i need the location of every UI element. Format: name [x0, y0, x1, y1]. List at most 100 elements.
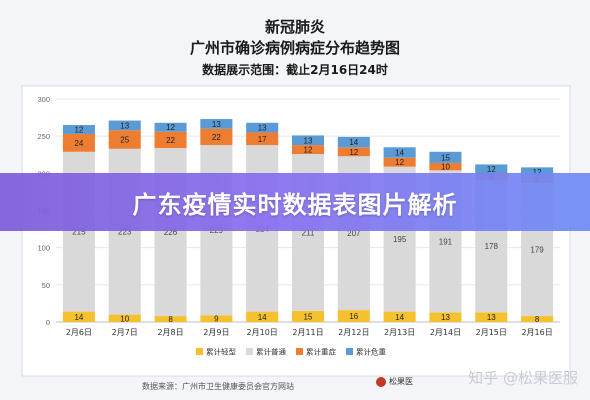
y-tick-label: 50 — [42, 281, 50, 290]
bar-segment — [291, 135, 325, 146]
bar-segment — [337, 136, 370, 148]
bar-segment — [291, 145, 325, 155]
bar-segment — [62, 311, 95, 322]
bar-segment — [246, 132, 279, 146]
bar-segment — [154, 316, 187, 322]
data-label: 10 — [441, 163, 450, 172]
data-label: 14 — [395, 313, 404, 322]
bar-segment — [62, 125, 95, 134]
data-label: 25 — [120, 136, 129, 145]
data-label: 13 — [487, 313, 496, 322]
title-banner: 广东疫情实时数据表图片解析 — [0, 173, 590, 231]
legend-label: 累计危重 — [356, 347, 386, 357]
data-label: 10 — [120, 314, 129, 323]
bar-segment — [383, 147, 416, 158]
data-label: 16 — [349, 312, 358, 321]
bar-segment — [154, 131, 187, 149]
bar-segment — [475, 312, 508, 322]
data-label: 14 — [395, 149, 404, 158]
chart-subtitle: 广州市确诊病例病症分布趋势图 — [190, 39, 400, 57]
x-tick-label: 2月9日 — [203, 328, 229, 337]
data-label: 12 — [487, 165, 496, 174]
legend-swatch — [246, 348, 253, 355]
data-label: 14 — [258, 313, 267, 322]
data-label: 211 — [302, 228, 315, 237]
data-label: 178 — [485, 242, 499, 251]
bar-segment — [200, 119, 233, 129]
data-label: 13 — [304, 136, 313, 145]
data-label: 13 — [212, 120, 221, 129]
legend-label: 累计轻型 — [206, 347, 236, 357]
data-label: 13 — [258, 124, 267, 133]
source-text: 数据来源：广州市卫生健康委员会官方网站 — [142, 382, 294, 391]
data-label: 9 — [214, 315, 219, 324]
bar-segment — [521, 167, 554, 177]
bar-segment — [246, 122, 279, 133]
legend-swatch — [346, 348, 353, 355]
data-label: 22 — [212, 133, 221, 142]
chart-range-note: 数据展示范围：截止2月16日24时 — [202, 62, 388, 77]
data-label: 12 — [74, 125, 83, 134]
x-tick-label: 2月7日 — [112, 328, 138, 337]
legend: 累计轻型 累计普通 累计重症 累计危重 — [196, 347, 386, 357]
data-label: 14 — [349, 138, 358, 147]
logo-text: 松果医 — [389, 377, 413, 386]
x-tick-label: 2月8日 — [157, 328, 183, 337]
x-tick-label: 2月15日 — [476, 328, 507, 337]
data-label: 8 — [168, 315, 173, 324]
data-label: 15 — [441, 153, 450, 162]
bar-segment — [154, 122, 187, 132]
data-label: 13 — [441, 313, 450, 322]
bar-segment — [383, 157, 416, 167]
y-tick-label: 100 — [37, 244, 50, 253]
x-tick-label: 2月12日 — [338, 328, 369, 337]
bar-segment — [429, 151, 462, 163]
bar-segment — [108, 130, 141, 149]
x-tick-label: 2月14日 — [430, 328, 461, 337]
legend-label: 累计普通 — [256, 347, 286, 357]
logo-icon — [376, 376, 386, 387]
data-label: 207 — [347, 229, 361, 238]
data-label: 195 — [393, 235, 407, 244]
legend-swatch — [296, 348, 303, 355]
bar-segment — [337, 310, 370, 322]
chart-title: 新冠肺炎 — [265, 18, 325, 36]
data-label: 12 — [533, 168, 542, 177]
data-label: 17 — [258, 135, 267, 144]
data-label: 14 — [74, 313, 83, 322]
x-tick-label: 2月6日 — [66, 328, 92, 337]
x-tick-label: 2月16日 — [521, 328, 552, 337]
y-tick-label: 0 — [46, 318, 50, 327]
data-label: 12 — [395, 158, 404, 167]
legend-label: 累计重症 — [306, 347, 336, 357]
x-tick-label: 2月11日 — [292, 328, 323, 337]
bar-segment — [429, 312, 462, 322]
data-label: 8 — [535, 315, 540, 324]
data-label: 223 — [118, 228, 132, 237]
bar-segment — [200, 315, 233, 322]
data-label: 191 — [439, 237, 453, 246]
source-logo: 松果医 — [376, 376, 413, 387]
x-tick-label: 2月10日 — [247, 328, 278, 337]
bar-segment — [337, 147, 370, 157]
data-label: 15 — [304, 312, 313, 321]
data-label: 24 — [74, 139, 83, 148]
bar-segment — [475, 164, 508, 174]
data-label: 179 — [530, 246, 544, 255]
data-label: 226 — [164, 228, 178, 237]
bar-segment — [108, 120, 141, 131]
watermark: 知乎 @松果医服 — [468, 369, 578, 387]
bar-segment — [521, 316, 554, 322]
data-label: 12 — [166, 123, 175, 132]
bar-segment — [108, 314, 141, 322]
legend-swatch — [196, 348, 203, 355]
bar-segment — [429, 162, 462, 171]
bar-segment — [291, 310, 325, 322]
y-tick-label: 300 — [37, 95, 50, 104]
data-label: 12 — [349, 148, 358, 157]
data-label: 215 — [72, 228, 86, 237]
bar-segment — [383, 311, 416, 322]
y-tick-label: 250 — [37, 132, 50, 141]
bar-segment — [200, 128, 233, 146]
x-axis-labels: 2月6日 2月7日 2月8日 2月9日 2月10日 2月11日 2月12日 2月13日 2月14… — [66, 328, 553, 337]
